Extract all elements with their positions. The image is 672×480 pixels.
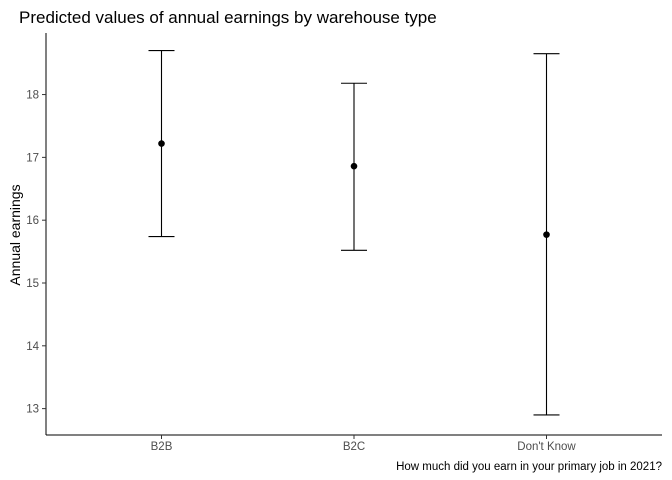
y-tick-label: 14 xyxy=(26,341,39,353)
y-axis-title: Annual earnings xyxy=(7,184,23,285)
data-point-0 xyxy=(158,140,165,147)
y-tick-label: 15 xyxy=(26,278,39,290)
x-tick-label: B2B xyxy=(151,441,173,453)
data-point-2 xyxy=(543,231,550,238)
y-tick-label: 18 xyxy=(26,90,39,102)
y-tick-label: 16 xyxy=(26,215,39,227)
y-axis-ticks: 13 14 15 16 17 18 xyxy=(26,90,46,416)
y-tick-label: 17 xyxy=(26,152,39,164)
plot-marks xyxy=(148,50,560,416)
chart-title: Predicted values of annual earnings by w… xyxy=(19,8,437,27)
y-tick-label: 13 xyxy=(26,404,39,416)
data-point-1 xyxy=(350,162,358,170)
x-axis-ticks: B2B B2C Don't Know xyxy=(151,435,576,453)
chart-caption: How much did you earn in your primary jo… xyxy=(396,461,662,473)
x-tick-label: Don't Know xyxy=(517,441,576,453)
x-tick-label: B2C xyxy=(343,441,365,453)
